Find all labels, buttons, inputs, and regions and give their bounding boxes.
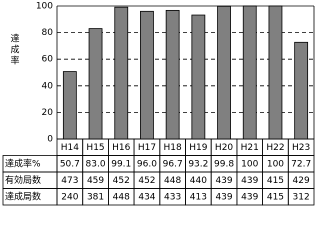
table-value: 240 [61, 192, 78, 202]
table-value: 452 [113, 176, 130, 186]
table-value: 439 [241, 192, 258, 202]
bar [165, 9, 180, 140]
x-tick-label: H19 [189, 143, 207, 153]
bar [242, 5, 257, 140]
table-value: 99.8 [214, 159, 234, 169]
table-value: 312 [293, 192, 310, 202]
table-value: 452 [138, 176, 155, 186]
table-value: 381 [87, 192, 104, 202]
table-value: 100 [241, 159, 258, 169]
table-value: 448 [113, 192, 130, 202]
x-tick-label: H21 [241, 143, 259, 153]
bar [114, 6, 129, 140]
table-value: 429 [293, 176, 310, 186]
table-row-label: 達成率% [5, 157, 41, 169]
x-tick-label: H22 [266, 143, 284, 153]
y-axis-label: 達成率 [9, 32, 20, 66]
table-value: 433 [164, 192, 181, 202]
table-value: 440 [190, 176, 207, 186]
table-value: 448 [164, 176, 181, 186]
y-tick-label: 60 [42, 55, 54, 65]
table-value: 459 [87, 176, 104, 186]
table-value: 96.7 [163, 159, 183, 169]
table-cell [287, 188, 315, 206]
bar [88, 28, 103, 140]
table-value: 434 [138, 192, 155, 202]
x-tick-label: H23 [292, 143, 310, 153]
table-value: 93.2 [188, 159, 208, 169]
x-tick-label: H16 [112, 143, 130, 153]
chart: 達成率 0 20 40 60 80 100 H14 H15 H16 H17 H18 H19 H20 H21… [2, 2, 315, 206]
x-tick-label: H18 [164, 143, 182, 153]
bar [217, 5, 231, 140]
y-tick-label: 20 [42, 108, 54, 118]
bar [62, 71, 77, 140]
x-tick-label: H20 [215, 143, 233, 153]
x-tick-label: H14 [61, 143, 79, 153]
y-tick-label: 100 [36, 2, 53, 12]
table-value: 439 [215, 192, 232, 202]
table-value: 72.7 [291, 159, 311, 169]
table-value: 415 [267, 176, 284, 186]
bar [140, 10, 154, 140]
bar [268, 5, 283, 140]
y-tick-label: 0 [47, 135, 53, 145]
table-value: 99.1 [111, 159, 131, 169]
table-row-label: 達成局数 [5, 190, 41, 202]
table-value: 439 [241, 176, 258, 186]
table-value: 439 [215, 176, 232, 186]
x-tick-label: H17 [138, 143, 156, 153]
table-value: 415 [267, 192, 284, 202]
bar [191, 14, 206, 140]
bar [294, 41, 309, 140]
y-tick-label: 80 [42, 28, 54, 38]
table-value: 413 [190, 192, 207, 202]
y-tick-label: 40 [42, 81, 54, 91]
table-value: 83.0 [86, 159, 106, 169]
table-value: 50.7 [60, 159, 80, 169]
x-tick-label: H15 [86, 143, 104, 153]
table-value: 100 [267, 159, 284, 169]
table-value: 96.0 [137, 159, 157, 169]
table-row-label: 有効局数 [5, 174, 41, 186]
table-value: 473 [61, 176, 78, 186]
